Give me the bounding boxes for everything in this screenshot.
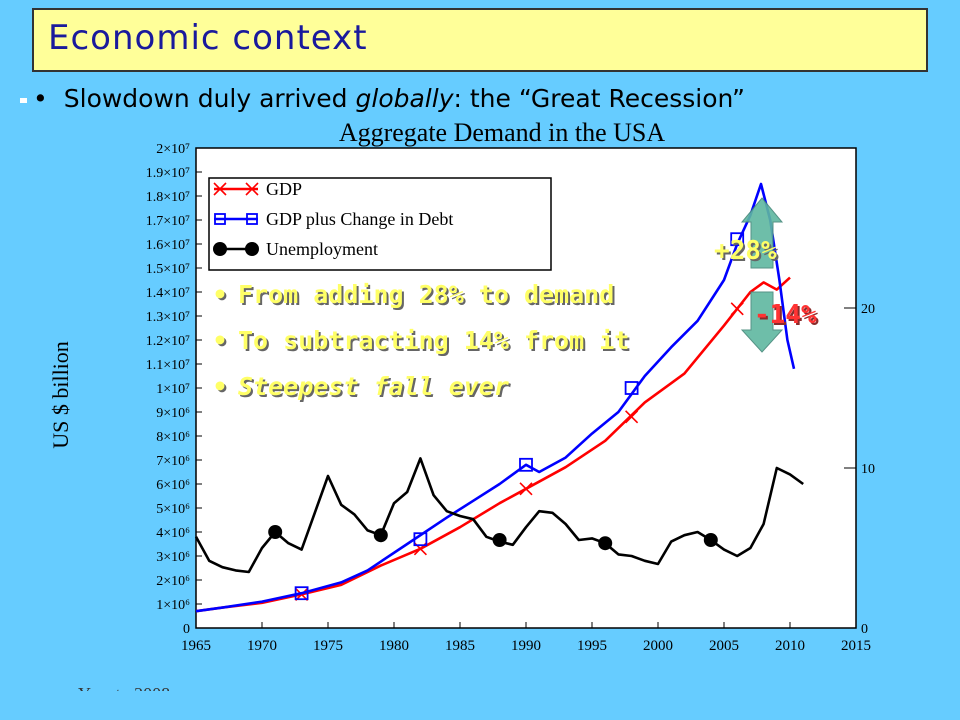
data-point-x-marker	[625, 410, 639, 424]
series-line-2	[195, 182, 796, 613]
x-tick-label: 1985	[445, 638, 475, 654]
legend-marker	[245, 182, 259, 196]
overlay-bullet-dot: •	[212, 326, 228, 355]
annotation-arrows	[740, 197, 784, 353]
y-tick-label: 6×10⁶	[156, 478, 190, 493]
y-tick-label: 8×10⁶	[156, 430, 190, 445]
marker-stroke	[625, 410, 639, 424]
y-tick-label: 1.1×10⁷	[146, 358, 190, 373]
y2-tick-label: 10	[861, 462, 875, 477]
y-tick-label: 0	[183, 622, 190, 637]
marker-stroke	[519, 482, 533, 496]
legend-label: GDP plus Change in Debt	[266, 209, 453, 229]
legend-entry-1: GDP	[213, 179, 302, 199]
overlay-bullet-dot: •	[212, 372, 228, 401]
legend-marker	[246, 213, 258, 225]
y-tick-label: 1.7×10⁷	[146, 214, 190, 229]
x-tick-label: 2000	[643, 638, 673, 654]
data-point-square-marker	[413, 532, 428, 547]
x-tick-label: 2010	[775, 638, 805, 654]
annotation-plus-28: +28%	[714, 236, 777, 266]
legend-marker	[214, 213, 226, 225]
data-point-x-marker	[519, 482, 533, 496]
y-tick-label: 1.9×10⁷	[146, 166, 190, 181]
bullet-dot: •	[33, 84, 48, 113]
x-tick-label: 1975	[313, 638, 343, 654]
data-point-circle-marker	[703, 533, 718, 547]
data-point-square-marker	[730, 232, 745, 247]
y-tick-label: 9×10⁶	[156, 406, 190, 421]
up-arrow	[740, 197, 784, 269]
data-point-square-marker	[624, 381, 639, 395]
legend-label: GDP	[266, 179, 302, 199]
y-tick-label: 2×10⁶	[156, 574, 190, 589]
x-tick-label: 2015	[841, 638, 871, 654]
y-tick-label: 2×10⁷	[156, 142, 190, 157]
y-tick-label: 1.3×10⁷	[146, 310, 190, 325]
legend-marker	[245, 242, 259, 256]
overlay-bullet-1: • From adding 28% to demand	[212, 280, 614, 309]
y-axis-label: US $ billion	[48, 341, 73, 449]
y-tick-label: 1.5×10⁷	[146, 262, 190, 277]
x-tick-label: 1980	[379, 638, 409, 654]
bullet-text-emphasis: globally	[355, 84, 454, 113]
legend-entry-3: Unemployment	[213, 239, 378, 259]
y-tick-label: 1.8×10⁷	[146, 190, 190, 205]
y-tick-label: 1.6×10⁷	[146, 238, 190, 253]
overlay-bullet-dot: •	[212, 280, 228, 309]
legend: GDP GDP plus Change in Debt Unemployment	[208, 177, 552, 271]
legend-marker	[213, 242, 227, 256]
data-point-circle-marker	[492, 533, 507, 547]
down-arrow	[740, 291, 784, 353]
data-point-circle-marker	[268, 525, 283, 539]
x-tick-label: 1995	[577, 638, 607, 654]
data-point-circle-marker	[373, 528, 388, 543]
legend-box	[208, 177, 552, 271]
data-point-circle-marker	[598, 536, 613, 551]
overlay-bullet-text: Steepest fall ever	[237, 372, 509, 401]
legend-entry-2: GDP plus Change in Debt	[214, 209, 453, 229]
title-box: Economic context	[32, 8, 928, 72]
legend-marker	[213, 182, 227, 196]
bullet-dash	[20, 97, 27, 103]
x-tick-label: 1970	[247, 638, 277, 654]
data-point-x-marker	[730, 302, 744, 316]
annotation-minus-14: -14%	[754, 300, 817, 330]
legend-label: Unemployment	[266, 239, 378, 259]
bullet-text-before: Slowdown duly arrived	[63, 84, 356, 113]
bullet-text-after: : the “Great Recession”	[453, 84, 745, 113]
y-tick-label: 7×10⁶	[156, 454, 190, 469]
y-tick-label: 1.2×10⁷	[146, 334, 190, 349]
y2-tick-label: 20	[861, 302, 875, 317]
y-tick-label: 1.4×10⁷	[146, 286, 190, 301]
y-tick-label: 4×10⁶	[156, 526, 190, 541]
data-point-square-marker	[519, 457, 533, 472]
overlay-bullet-2: • To subtracting 14% from it	[212, 326, 629, 355]
overlay-bullet-text: To subtracting 14% from it	[237, 326, 630, 355]
y-tick-label: 1×10⁷	[156, 382, 190, 397]
slide-title: Economic context	[48, 18, 368, 58]
slide-bullet: • Slowdown duly arrived globally: the “Gr…	[20, 84, 745, 113]
x-tick-label: 1965	[181, 638, 211, 654]
y-tick-label: 1×10⁶	[156, 598, 190, 613]
marker-stroke	[730, 302, 744, 316]
chart-title: Aggregate Demand in the USA	[339, 118, 666, 147]
overlay-bullet-text: From adding 28% to demand	[237, 280, 615, 309]
x-tick-label: 2005	[709, 638, 739, 654]
footer-fragment: Year to 2008	[78, 683, 170, 691]
y2-tick-label: 0	[861, 622, 868, 637]
y-tick-label: 3×10⁶	[156, 550, 190, 565]
overlay-bullet-3: • Steepest fall ever	[212, 372, 509, 401]
y-tick-label: 5×10⁶	[156, 502, 190, 517]
data-point-square-marker	[294, 586, 309, 601]
x-tick-label: 1990	[511, 638, 541, 654]
